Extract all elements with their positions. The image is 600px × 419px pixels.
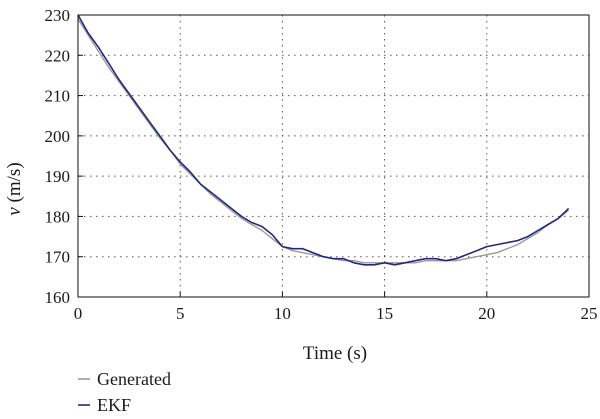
y-tick-label-160: 160	[45, 288, 71, 307]
x-tick-label-10: 10	[274, 304, 291, 323]
x-tick-label-5: 5	[176, 304, 185, 323]
y-axis-unit: (m/s)	[4, 162, 25, 207]
y-tick-label-180: 180	[45, 207, 71, 226]
legend-label-generated: Generated	[97, 369, 171, 389]
y-tick-label-190: 190	[45, 167, 71, 186]
grid	[78, 15, 589, 297]
series-layer	[77, 14, 570, 266]
x-tick-label-20: 20	[478, 304, 495, 323]
x-tick-label-15: 15	[376, 304, 393, 323]
y-tick-label-210: 210	[45, 87, 71, 106]
y-tick-label-200: 200	[45, 127, 71, 146]
x-tick-label-0: 0	[74, 304, 83, 323]
y-tick-label-220: 220	[45, 46, 71, 65]
y-tick-label-230: 230	[45, 6, 71, 25]
x-tick-label-25: 25	[581, 304, 598, 323]
legend-label-ekf: EKF	[97, 395, 131, 415]
series-line-ekf	[77, 14, 570, 266]
legend: Generated EKF	[78, 369, 171, 415]
ticks: 0 5 10 15 20 25 160 170 180 190 200 210 220 230	[45, 6, 598, 323]
series-line-generated	[77, 18, 570, 264]
y-axis-variable: v	[4, 207, 25, 216]
y-axis-title: v (m/s)	[4, 162, 25, 215]
axes	[77, 14, 590, 298]
x-axis-title: Time (s)	[303, 343, 367, 364]
y-tick-label-170: 170	[45, 248, 71, 267]
plot-frame	[77, 14, 590, 298]
